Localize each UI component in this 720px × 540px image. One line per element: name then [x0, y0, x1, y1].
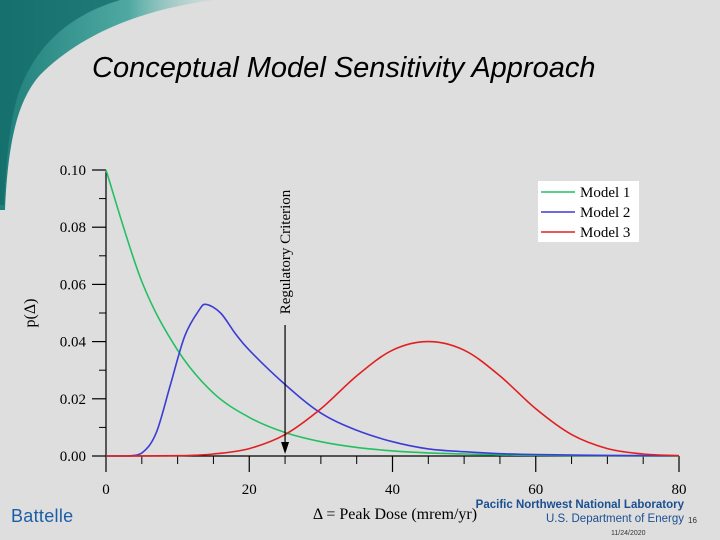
y-tick-label: 0.02 [60, 392, 86, 408]
y-tick-label: 0.00 [60, 449, 86, 465]
y-tick-label: 0.06 [60, 277, 87, 293]
criterion-label: Regulatory Criterion [278, 189, 294, 314]
x-axis-label: Δ = Peak Dose (mrem/yr) [313, 506, 477, 523]
x-tick-label: 40 [385, 482, 400, 498]
chart-annotations: Regulatory Criterion [278, 189, 294, 454]
legend-label-3: Model 3 [580, 225, 630, 241]
chart-series-lines [105, 169, 680, 457]
y-tick-label: 0.04 [60, 335, 87, 351]
criterion-arrowhead [281, 442, 290, 454]
legend-label-2: Model 2 [580, 205, 630, 221]
x-tick-label: 60 [528, 482, 543, 498]
legend-label-1: Model 1 [580, 185, 630, 201]
doe-name: U.S. Department of Energy [545, 513, 684, 525]
battelle-logo: Battelle [11, 506, 74, 526]
series-line-2 [106, 303, 680, 457]
series-line-3 [105, 340, 680, 457]
chart-legend: Model 1 Model 2 Model 3 [538, 181, 639, 242]
x-tick-label: 0 [102, 482, 110, 498]
pnnl-name: Pacific Northwest National Laboratory [475, 499, 684, 511]
y-axis-label: p(Δ) [22, 299, 39, 328]
x-tick-label: 20 [242, 482, 257, 498]
y-tick-label: 0.10 [60, 163, 86, 179]
y-tick-label: 0.08 [60, 220, 86, 236]
slide-title: Conceptual Model Sensitivity Approach [92, 52, 596, 84]
x-tick-label: 80 [672, 482, 687, 498]
slide-date: 11/24/2020 [611, 530, 646, 537]
page-number: 16 [688, 516, 697, 525]
